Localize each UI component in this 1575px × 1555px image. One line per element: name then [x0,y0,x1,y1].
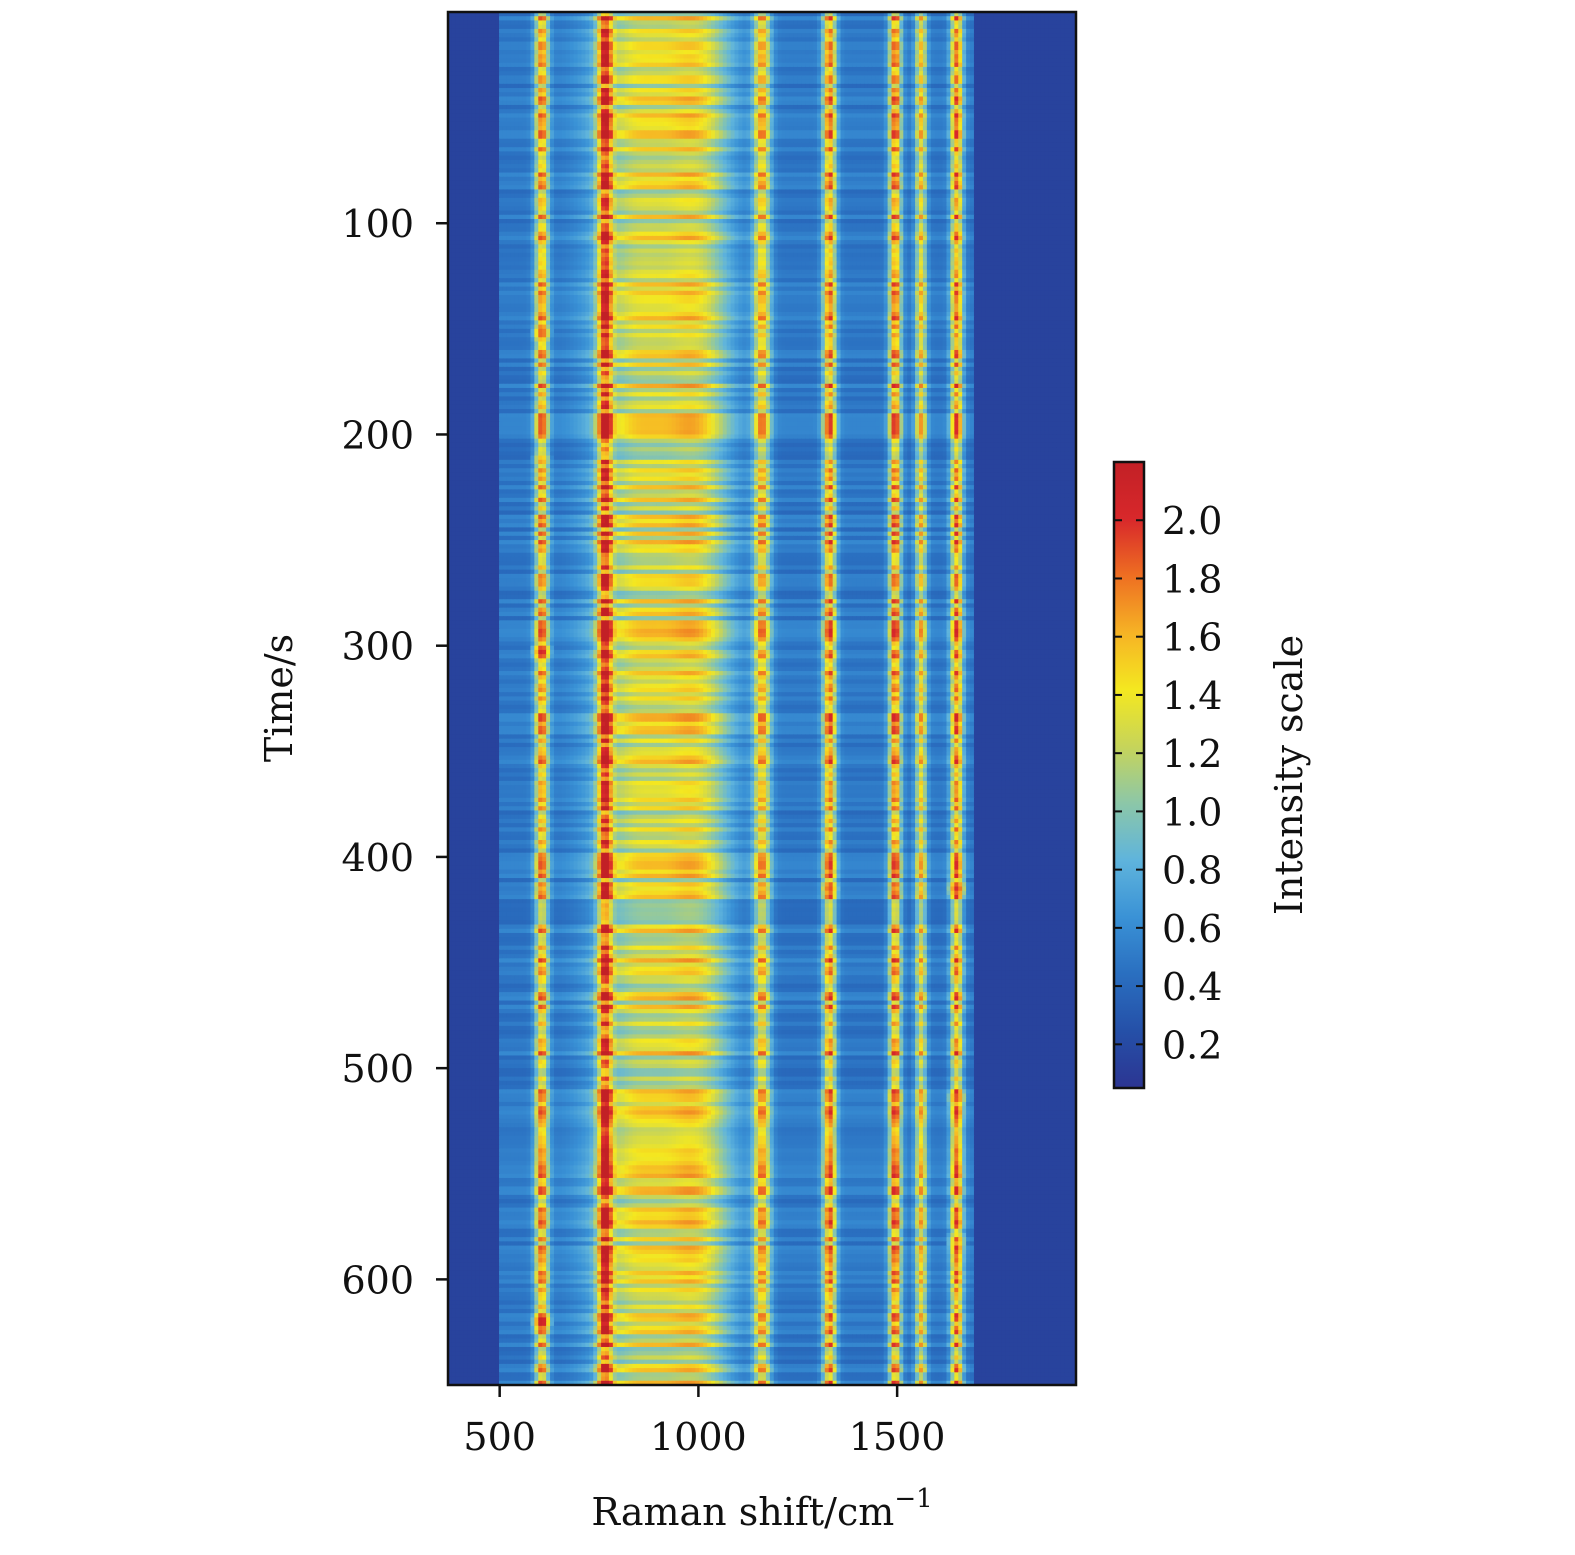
colorbar-tick-label: 1.6 [1162,616,1222,660]
colorbar-tick-label: 0.6 [1162,907,1222,951]
y-tick-label: 200 [341,413,414,457]
y-tick-label: 400 [341,836,414,880]
y-axis: 100 200 300 400 500 600 [341,202,448,1302]
y-tick-label: 100 [341,202,414,246]
colorbar-tick-label: 1.4 [1162,674,1222,718]
colorbar-tick-label: 2.0 [1162,499,1222,543]
colorbar-tick-label: 0.4 [1162,965,1222,1009]
colorbar-tick-label: 1.2 [1162,732,1222,776]
plot-frame [446,10,1078,1387]
colorbar-tick-label: 0.8 [1162,849,1222,893]
colorbar [1112,460,1146,1090]
y-axis-title: Time/s [257,634,301,762]
colorbar-tick-label: 1.0 [1162,790,1222,834]
colorbar-tick-label: 0.2 [1162,1023,1222,1067]
colorbar-tick-label: 1.8 [1162,557,1222,601]
heatmap-cells [448,12,1076,1385]
x-axis: 500 1000 1500 [463,1385,945,1459]
colorbar-title: Intensity scale [1267,635,1311,915]
x-tick-label: 1000 [650,1415,747,1459]
colorbar-ticks: 0.2 0.4 0.6 0.8 1.0 1.2 1.4 1.6 1.8 2.0 [1114,499,1222,1067]
y-tick-label: 300 [341,625,414,669]
y-tick-label: 600 [341,1258,414,1302]
x-tick-label: 1500 [849,1415,946,1459]
x-tick-label: 500 [463,1415,536,1459]
x-axis-title: Raman shift/cm−1 [591,1484,932,1534]
y-tick-label: 500 [341,1047,414,1091]
